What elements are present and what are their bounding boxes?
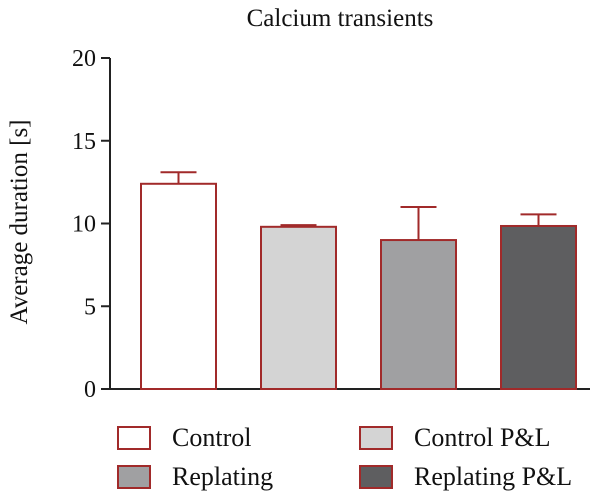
bar-replating: [380, 239, 457, 390]
bar-control-p-l: [260, 225, 337, 390]
legend-label: Control: [172, 423, 251, 452]
y-tick-label: 20: [72, 46, 96, 72]
legend-swatch: [359, 465, 393, 489]
y-tick-label: 15: [72, 129, 96, 155]
y-tick-label: 10: [72, 212, 96, 238]
bar-control: [140, 182, 217, 390]
y-axis-label: Average duration [s]: [6, 119, 33, 324]
bars: [140, 171, 577, 390]
bar-replating-p-l: [500, 224, 577, 390]
legend: Control Control P&L Replating Replating P&L: [117, 423, 572, 491]
y-tick-label: 0: [84, 377, 96, 403]
legend-label: Control P&L: [414, 423, 551, 452]
legend-label: Replating: [172, 462, 273, 491]
legend-swatch: [359, 426, 393, 450]
legend-swatch: [117, 465, 151, 489]
y-tick-label: 5: [84, 294, 96, 320]
chart-title: Calcium transients: [247, 5, 434, 32]
legend-label: Replating P&L: [414, 462, 572, 491]
legend-swatch: [117, 426, 151, 450]
